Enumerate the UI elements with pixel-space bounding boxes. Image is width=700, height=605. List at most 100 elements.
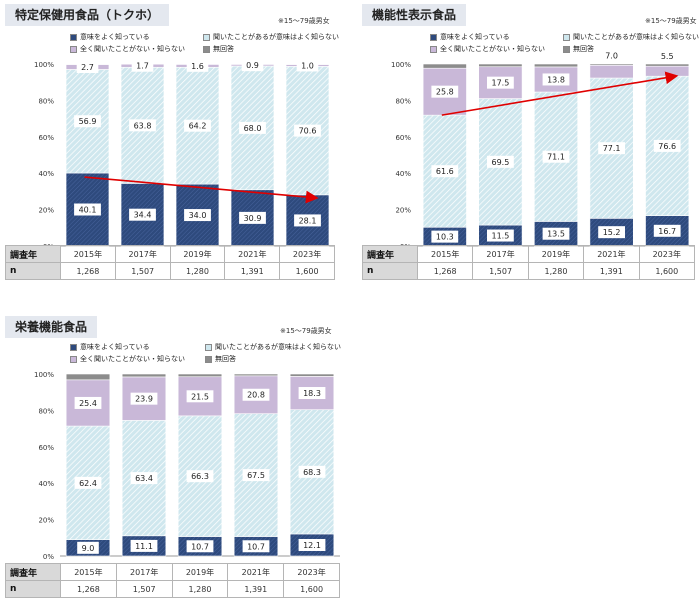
data-label: 10.7: [247, 542, 265, 551]
label-bg: [74, 396, 102, 409]
n-cell: 1,507: [115, 580, 173, 598]
n-cell: 1,600: [638, 262, 696, 280]
legend-swatch: [70, 45, 77, 53]
data-label: 66.3: [191, 472, 209, 481]
y-tick-label: 0%: [43, 553, 54, 561]
panel-title: 特定保健用食品（トクホ）: [5, 4, 170, 26]
y-tick-label: 20%: [395, 207, 411, 215]
legend: 意味をよく知っている 聞いたことがあるが意味はよく知らない 全く聞いたことがない…: [70, 342, 341, 364]
data-label: 70.6: [299, 127, 317, 136]
data-label: 7.0: [605, 51, 618, 60]
bar-segment: [478, 63, 523, 68]
data-label: 13.8: [547, 75, 565, 84]
data-label: 71.1: [547, 153, 565, 162]
data-label: 11.5: [491, 232, 509, 241]
data-label: 12.1: [303, 541, 321, 550]
label-bg: [184, 209, 211, 222]
bar-segment: [422, 63, 467, 69]
y-tick-label: 60%: [395, 134, 411, 142]
legend-label: 聞いたことがあるが意味はよく知らない: [573, 33, 699, 41]
data-label: 63.8: [134, 121, 152, 130]
stacked-bar-chart: 0%20%40%60%80%100%40.156.92.734.463.81.7…: [34, 59, 335, 251]
data-label: 13.5: [547, 230, 565, 239]
y-tick-label: 40%: [395, 170, 411, 178]
data-label: 10.7: [191, 542, 209, 551]
trend-arrow: [84, 176, 319, 204]
label-bg: [294, 124, 321, 137]
year-cell: 2015年: [60, 245, 116, 263]
data-label: 16.7: [658, 227, 676, 236]
legend-swatch: [203, 45, 210, 53]
year-cell: 2015年: [60, 563, 117, 581]
year-cell: 2021年: [227, 563, 285, 581]
label-bg: [487, 155, 514, 168]
legend-label: 意味をよく知っている: [440, 33, 510, 41]
legend-label: 意味をよく知っている: [80, 343, 150, 351]
label-bg: [129, 119, 156, 132]
bar-segment: [589, 64, 634, 79]
legend-label: 全く聞いたことがない・知らない: [80, 355, 185, 363]
label-bg: [76, 61, 99, 74]
legend-label: 聞いたことがあるが意味はよく知らない: [215, 343, 341, 351]
y-tick-label: 60%: [38, 444, 54, 452]
data-label: 67.5: [247, 471, 265, 480]
data-table: 調査年 2015年 2017年 2019年 2021年 2023年 n 1,26…: [5, 245, 335, 280]
bar-segment: [233, 375, 279, 414]
year-header: 調査年: [5, 245, 61, 263]
bar-segment: [289, 373, 335, 377]
year-cell: 2021年: [224, 245, 281, 263]
n-cell: 1,600: [283, 580, 340, 598]
n-cell: 1,280: [527, 262, 585, 280]
y-tick-label: 40%: [38, 170, 54, 178]
legend-swatch: [563, 45, 570, 53]
y-tick-label: 100%: [34, 61, 54, 69]
panel-title: 機能性表示食品: [362, 4, 467, 26]
data-label: 1.6: [191, 62, 204, 71]
label-bg: [542, 73, 570, 86]
y-tick-label: 100%: [34, 371, 54, 379]
year-cell: 2021年: [583, 245, 640, 263]
label-bg: [74, 203, 101, 216]
year-cell: 2019年: [171, 563, 229, 581]
label-bg: [598, 226, 625, 239]
label-bg: [431, 85, 459, 98]
data-label: 17.5: [491, 79, 509, 88]
label-bg: [242, 540, 270, 553]
label-bg: [600, 49, 623, 62]
n-cell: 1,268: [60, 580, 117, 598]
stacked-bar-chart: 0%20%40%60%80%100%10.361.625.811.569.517…: [391, 49, 695, 251]
legend-item-never: 全く聞いたことがない・知らない: [430, 44, 545, 54]
legend-item-know: 意味をよく知っている: [70, 342, 150, 352]
data-label: 18.3: [303, 389, 321, 398]
year-cell: 2023年: [283, 563, 340, 581]
legend-item-noanswer: 無回答: [205, 354, 236, 364]
bar-segment: [65, 373, 111, 381]
label-bg: [542, 150, 570, 163]
panel-tokuho: 特定保健用食品（トクホ） ※15～79歳男女 意味をよく知っている 聞いたことが…: [5, 4, 339, 294]
data-label: 62.4: [79, 479, 97, 488]
label-bg: [296, 59, 319, 72]
y-tick-label: 100%: [391, 61, 411, 69]
panel-eiyou: 栄養機能食品 ※15～79歳男女 意味をよく知っている 聞いたことがあるが意味は…: [5, 316, 341, 605]
legend-swatch: [563, 33, 570, 41]
data-label: 77.1: [603, 144, 621, 153]
stacked-bar-chart: 0% 20% 40% 60% 80% 100% 9.0 62.4 25.4 11.1 63.4 23.…: [34, 371, 340, 561]
bar-segment: [645, 65, 690, 77]
data-label: 25.8: [436, 88, 454, 97]
n-cell: 1,507: [114, 262, 171, 280]
legend-label: 全く聞いたことがない・知らない: [440, 45, 545, 53]
n-cell: 1,280: [171, 580, 229, 598]
legend-swatch: [430, 45, 437, 53]
n-cell: 1,268: [60, 262, 116, 280]
legend-item-know: 意味をよく知っている: [430, 32, 510, 42]
label-bg: [130, 472, 158, 485]
legend-label: 意味をよく知っている: [80, 33, 150, 41]
data-label: 68.3: [303, 468, 321, 477]
data-label: 34.0: [189, 211, 207, 220]
year-cell: 2015年: [416, 245, 474, 263]
data-label: 63.4: [135, 474, 153, 483]
n-cell: 1,391: [227, 580, 285, 598]
n-cell: 1,268: [416, 262, 474, 280]
legend-item-heard: 聞いたことがあるが意味はよく知らない: [563, 32, 699, 42]
label-bg: [241, 59, 264, 72]
